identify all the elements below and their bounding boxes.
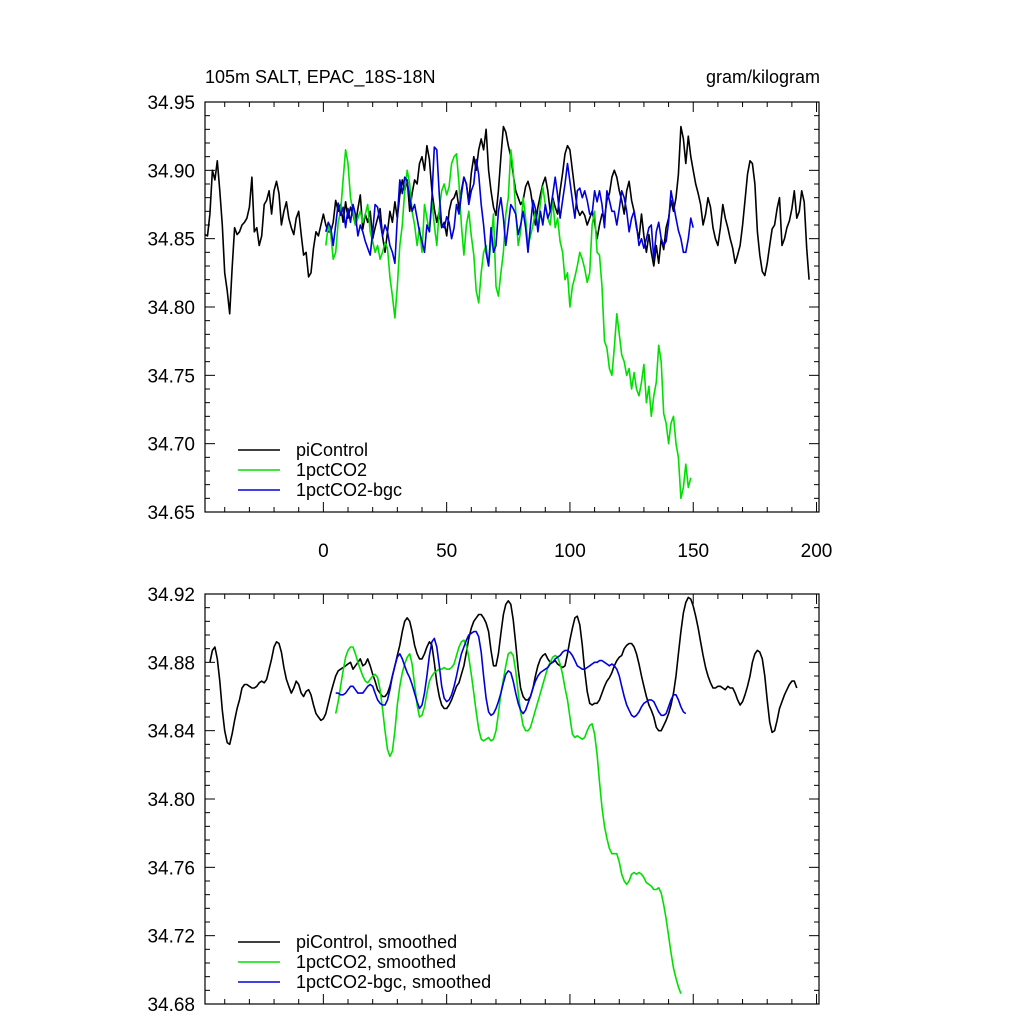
series-line-1pctco2 (325, 149, 692, 500)
series-layer (204, 125, 810, 500)
y-tick-label: 34.84 (147, 722, 195, 743)
y-tick-label: 34.76 (147, 858, 195, 879)
y-tick-label: 34.80 (147, 790, 195, 811)
y-tick-label: 34.92 (147, 585, 195, 606)
legend-label: 1pctCO2, smoothed (296, 952, 456, 972)
y-tick-label: 34.75 (147, 366, 195, 387)
x-tick-label: 50 (436, 541, 457, 562)
y-tick-label: 34.72 (147, 927, 195, 948)
y-tick-label: 34.88 (147, 653, 195, 674)
y-axis-labels: 34.65 34.70 34.75 34.80 34.85 34.90 34.95 (147, 93, 195, 524)
y-tick-label: 34.70 (147, 435, 195, 456)
legend-label: piControl (296, 440, 368, 460)
x-axis-labels: 0 50 100 150 200 (318, 541, 832, 562)
panel-title-left: 105m SALT, EPAC_18S-18N (205, 67, 435, 88)
x-tick-label: 0 (318, 541, 329, 562)
y-axis-labels: 34.68 34.72 34.76 34.80 34.84 34.88 34.92 (147, 585, 195, 1016)
series-line-picontrol (204, 125, 810, 315)
legend-label: 1pctCO2 (296, 460, 367, 480)
x-tick-label: 150 (677, 541, 709, 562)
plot-frame (204, 101, 820, 513)
top-panel: 105m SALT, EPAC_18S-18N gram/kilogram 34… (147, 67, 832, 562)
plot-frame (204, 593, 820, 1005)
series-layer (209, 596, 798, 994)
y-tick-label: 34.80 (147, 298, 195, 319)
legend-label: piControl, smoothed (296, 932, 457, 952)
series-line-picontrol-smoothed (209, 596, 798, 746)
legend-label: 1pctCO2-bgc (296, 480, 402, 500)
y-tick-label: 34.65 (147, 503, 195, 524)
y-tick-label: 34.68 (147, 995, 195, 1016)
series-line-1pctco2-smoothed (334, 639, 682, 994)
panel-title-right: gram/kilogram (706, 67, 820, 87)
y-tick-label: 34.90 (147, 161, 195, 182)
x-tick-label: 100 (554, 541, 586, 562)
series-line-1pctco2-bgc (325, 146, 694, 267)
x-tick-label: 200 (801, 541, 833, 562)
series-line-1pctco2-bgc-smoothed (335, 630, 687, 718)
legend-label: 1pctCO2-bgc, smoothed (296, 972, 491, 992)
bottom-panel: 34.68 34.72 34.76 34.80 34.84 34.88 34.92 piCo… (147, 585, 820, 1016)
y-tick-label: 34.95 (147, 93, 195, 114)
y-tick-label: 34.85 (147, 230, 195, 251)
